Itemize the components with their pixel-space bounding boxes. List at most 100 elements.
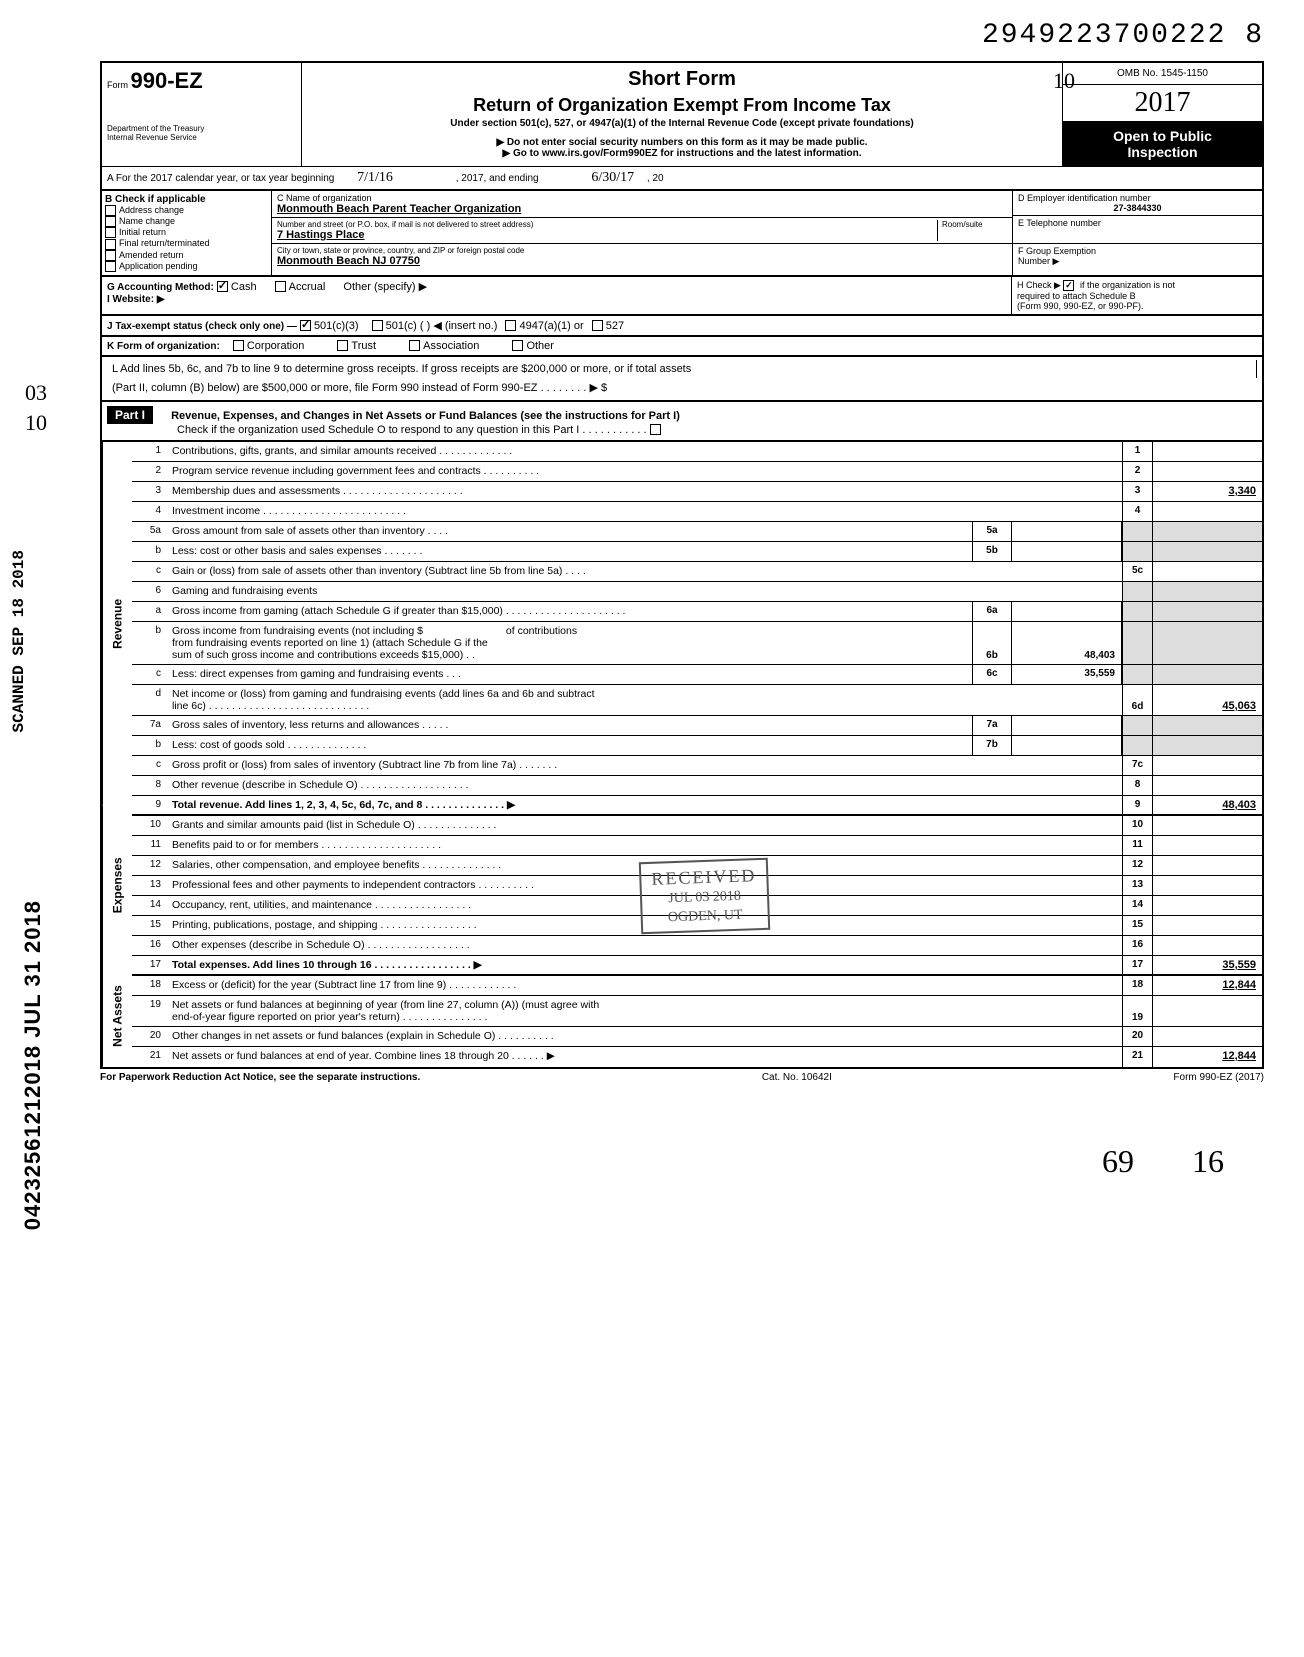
- cat-no: Cat. No. 10642I: [762, 1072, 832, 1083]
- check-name[interactable]: [105, 216, 116, 227]
- footer-row: For Paperwork Reduction Act Notice, see …: [100, 1072, 1264, 1083]
- open-public-2: Inspection: [1069, 144, 1256, 160]
- l6: Gaming and fundraising events: [167, 582, 1122, 601]
- v17: 35,559: [1152, 956, 1262, 974]
- cash-label: Cash: [231, 281, 257, 293]
- form-no-footer: Form 990-EZ (2017): [1173, 1072, 1264, 1083]
- side-expenses: Expenses: [102, 805, 132, 966]
- addr-label: Number and street (or P.O. box, if mail …: [277, 220, 937, 229]
- l5c: Gain or (loss) from sale of assets other…: [167, 562, 1122, 581]
- l19-1: Net assets or fund balances at beginning…: [172, 999, 599, 1011]
- section-c-label: C Name of organization: [277, 193, 1007, 203]
- j-527: 527: [606, 320, 624, 332]
- irs-label: Internal Revenue Service: [107, 133, 296, 142]
- b-final: Final return/terminated: [119, 238, 210, 248]
- check-cash[interactable]: ✓: [217, 281, 228, 292]
- check-amended[interactable]: [105, 250, 116, 261]
- l5b: Less: cost or other basis and sales expe…: [167, 542, 972, 561]
- check-final[interactable]: [105, 239, 116, 250]
- website-label: I Website: ▶: [107, 294, 165, 305]
- accounting-label: G Accounting Method:: [107, 282, 214, 293]
- check-4947[interactable]: [505, 320, 516, 331]
- check-sched-o[interactable]: [650, 424, 661, 435]
- l4: Investment income . . . . . . . . . . . …: [167, 502, 1122, 521]
- b-initial: Initial return: [119, 227, 166, 237]
- k-label: K Form of organization:: [107, 341, 220, 352]
- omb-number: OMB No. 1545-1150: [1063, 63, 1262, 85]
- tax-year: 2017: [1063, 85, 1262, 122]
- bottom-right: 16: [1192, 1143, 1224, 1179]
- period-begin: 7/1/16: [357, 170, 393, 185]
- check-h[interactable]: ✓: [1063, 280, 1074, 291]
- l7c: Gross profit or (loss) from sales of inv…: [167, 756, 1122, 775]
- check-accrual[interactable]: [275, 281, 286, 292]
- check-initial[interactable]: [105, 227, 116, 238]
- top-right-number: 2949223700222 8: [100, 20, 1264, 51]
- l16: Other expenses (describe in Schedule O) …: [167, 936, 1122, 955]
- l6b-1: Gross income from fundraising events (no…: [172, 625, 423, 637]
- j-insert: ) ◀ (insert no.): [427, 320, 498, 332]
- k-assoc: Association: [423, 340, 479, 352]
- form-prefix: Form: [107, 80, 128, 90]
- other-label: Other (specify) ▶: [343, 281, 427, 293]
- part1-check-o: Check if the organization used Schedule …: [177, 424, 647, 436]
- period-a: A For the 2017 calendar year, or tax yea…: [107, 173, 334, 184]
- l18: Excess or (deficit) for the year (Subtra…: [167, 976, 1122, 995]
- l10: Grants and similar amounts paid (list in…: [167, 816, 1122, 835]
- hand-margin-bot: 10: [25, 410, 47, 436]
- stamp-l3: OGDEN, UT: [652, 906, 758, 928]
- open-public-1: Open to Public: [1069, 128, 1256, 144]
- return-org-title: Return of Organization Exempt From Incom…: [312, 95, 1052, 116]
- check-501c3[interactable]: ✓: [300, 320, 311, 331]
- bottom-hand-nums: 69 16: [100, 1143, 1264, 1180]
- k-trust: Trust: [351, 340, 376, 352]
- j-c: 501(c) (: [386, 320, 424, 332]
- check-assoc[interactable]: [409, 340, 420, 351]
- city: Monmouth Beach NJ 07750: [277, 255, 1007, 267]
- l6d-2: line 6c) . . . . . . . . . . . . . . . .…: [172, 700, 369, 712]
- v18: 12,844: [1152, 976, 1262, 995]
- l6d-1: Net income or (loss) from gaming and fun…: [172, 688, 595, 700]
- check-other[interactable]: [512, 340, 523, 351]
- bottom-left: 69: [1102, 1143, 1134, 1179]
- received-stamp: RECEIVED JUL 03 2018 OGDEN, UT: [639, 858, 770, 934]
- l6a: Gross income from gaming (attach Schedul…: [167, 602, 972, 621]
- l6b-2: of contributions: [506, 625, 577, 637]
- l5a: Gross amount from sale of assets other t…: [167, 522, 972, 541]
- v6c: 35,559: [1012, 665, 1122, 684]
- j-c3: 501(c)(3): [314, 320, 359, 332]
- l6b-4: sum of such gross income and contributio…: [172, 649, 475, 661]
- form-header: Form 990-EZ Department of the Treasury I…: [100, 61, 1264, 166]
- v9: 48,403: [1152, 796, 1262, 814]
- period-row: A For the 2017 calendar year, or tax yea…: [100, 166, 1264, 191]
- part1-title: Revenue, Expenses, and Changes in Net As…: [171, 410, 680, 422]
- b-pending: Application pending: [119, 261, 198, 271]
- l11: Benefits paid to or for members . . . . …: [167, 836, 1122, 855]
- check-501c[interactable]: [372, 320, 383, 331]
- l-line2: (Part II, column (B) below) are $500,000…: [107, 378, 1257, 397]
- check-corp[interactable]: [233, 340, 244, 351]
- goto-url: ▶ Go to www.irs.gov/Form990EZ for instru…: [312, 148, 1052, 159]
- room-label: Room/suite: [937, 220, 1007, 241]
- form-number: 990-EZ: [131, 68, 203, 93]
- hand-margin-top: 03: [25, 380, 47, 406]
- vertical-stamp: SCANNED SEP 18 2018: [10, 550, 28, 732]
- j-label: J Tax-exempt status (check only one) —: [107, 321, 297, 332]
- check-pending[interactable]: [105, 261, 116, 272]
- h-line3: (Form 990, 990-EZ, or 990-PF).: [1017, 301, 1144, 311]
- side-revenue: Revenue: [102, 442, 132, 805]
- l7b: Less: cost of goods sold . . . . . . . .…: [167, 736, 972, 755]
- check-527[interactable]: [592, 320, 603, 331]
- check-trust[interactable]: [337, 340, 348, 351]
- period-mid: , 2017, and ending: [456, 173, 539, 184]
- section-e-label: E Telephone number: [1013, 216, 1262, 244]
- h-line1b: if the organization is not: [1080, 280, 1175, 290]
- check-address[interactable]: [105, 205, 116, 216]
- l2: Program service revenue including govern…: [167, 462, 1122, 481]
- paperwork-notice: For Paperwork Reduction Act Notice, see …: [100, 1072, 420, 1083]
- period-end: 6/30/17: [591, 170, 634, 185]
- k-corp: Corporation: [247, 340, 304, 352]
- street: 7 Hastings Place: [277, 229, 937, 241]
- j-a1: 4947(a)(1) or: [519, 320, 583, 332]
- l7a: Gross sales of inventory, less returns a…: [167, 716, 972, 735]
